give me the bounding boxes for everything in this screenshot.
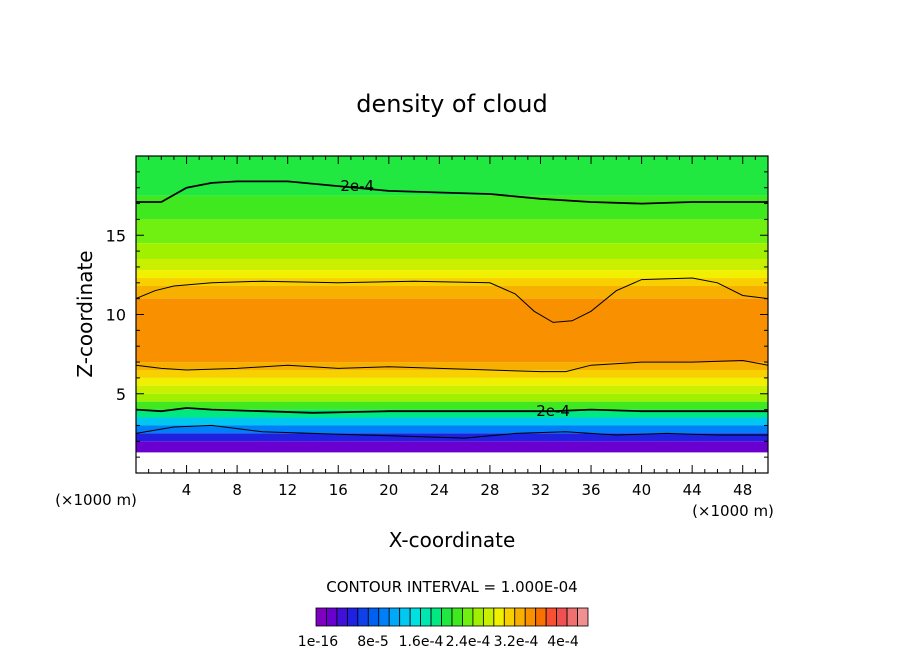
colorbar-swatch-5 [367,607,380,627]
density-band-11 [136,377,768,386]
density-band-1 [136,195,768,220]
colorbar-label-3: 2.4e-4 [446,634,491,650]
colorbar-swatch-4 [357,607,369,627]
colorbar-label-2: 1.6e-4 [399,634,444,650]
colorbar-swatch-7 [388,607,401,627]
colorbar-swatch-0 [315,607,327,627]
density-band-0 [136,156,768,196]
x-tick-label-20: 20 [379,481,398,499]
y-axis-label: Z-coordinate [73,250,97,377]
colorbar-swatch-22 [545,607,558,627]
contour-lines [136,180,768,439]
colorbar-swatch-19 [514,607,526,627]
x-unit-label: (×1000 m) [692,502,774,520]
contour-labels: 2e-4 2e-4 [340,177,570,420]
colorbar-swatch-14 [462,607,474,627]
x-tick-label-4: 4 [182,481,192,499]
x-tick-label-44: 44 [683,481,702,499]
colorbar-swatch-12 [441,607,453,627]
colorbar-swatch-21 [535,607,547,627]
density-field [136,156,768,473]
colorbar-label-0: 1e-16 [298,634,338,650]
x-tick-label-12: 12 [278,481,297,499]
colorbar-swatch-20 [524,607,537,627]
density-band-13 [136,393,768,402]
x-tick-label-32: 32 [531,481,550,499]
colorbar-swatch-25 [577,607,589,627]
colorbar-swatch-1 [326,607,338,627]
x-tick-label-28: 28 [480,481,499,499]
density-band-15 [136,409,768,418]
x-tick-label-16: 16 [329,481,348,499]
density-band-2 [136,219,768,244]
density-band-17 [136,425,768,434]
x-tick-label-8: 8 [232,481,242,499]
density-band-8 [136,298,768,363]
colorbar-label-1: 8e-5 [357,634,388,650]
colorbar [315,607,589,627]
colorbar-swatch-6 [378,607,390,627]
contour-lower [136,407,768,414]
density-band-10 [136,369,768,378]
x-axis: 4 8 12 16 20 24 28 32 36 40 44 48 [148,156,756,499]
colorbar-swatch-9 [409,607,422,627]
colorbar-label-4: 3.2e-4 [494,634,539,650]
y-tick-label-10: 10 [106,306,126,325]
chart-title: density of cloud [356,90,547,118]
y-tick-label-5: 5 [116,385,126,404]
colorbar-swatch-8 [399,607,411,627]
x-tick-label-48: 48 [733,481,752,499]
colorbar-swatch-11 [430,607,442,627]
density-band-16 [136,417,768,426]
contour-cloud-base [136,359,768,373]
colorbar-swatch-15 [472,607,484,627]
density-band-19 [136,441,768,453]
colorbar-label-5: 4e-4 [547,634,579,650]
contour-base [136,424,768,439]
density-band-12 [136,385,768,394]
density-band-14 [136,401,768,410]
contour-cloud-top [136,277,768,323]
y-tick-label-15: 15 [106,226,126,245]
colorbar-swatch-23 [556,607,568,627]
density-band-5 [136,270,768,279]
contour-label-0: 2e-4 [340,177,374,195]
x-tick-label-24: 24 [430,481,449,499]
colorbar-swatch-10 [420,607,432,627]
contour-upper [136,180,768,205]
density-band-4 [136,259,768,271]
x-tick-label-40: 40 [632,481,651,499]
colorbar-swatch-17 [493,607,505,627]
colorbar-swatch-16 [482,607,495,627]
y-unit-label: (×1000 m) [55,491,137,509]
contour-interval-label: CONTOUR INTERVAL = 1.000E-04 [326,578,577,596]
density-band-7 [136,285,768,299]
x-tick-label-36: 36 [581,481,600,499]
x-axis-label: X-coordinate [389,528,516,552]
colorbar-swatch-13 [451,607,463,627]
density-band-3 [136,243,768,260]
colorbar-swatch-24 [566,607,578,627]
contour-label-1: 2e-4 [536,402,570,420]
colorbar-labels: 1e-16 8e-5 1.6e-4 2.4e-4 3.2e-4 4e-4 [298,634,579,650]
colorbar-swatch-18 [503,607,516,627]
y-axis: 5 10 15 [106,171,768,458]
colorbar-swatch-2 [336,607,348,627]
colorbar-swatch-3 [346,607,359,627]
density-band-9 [136,362,768,370]
